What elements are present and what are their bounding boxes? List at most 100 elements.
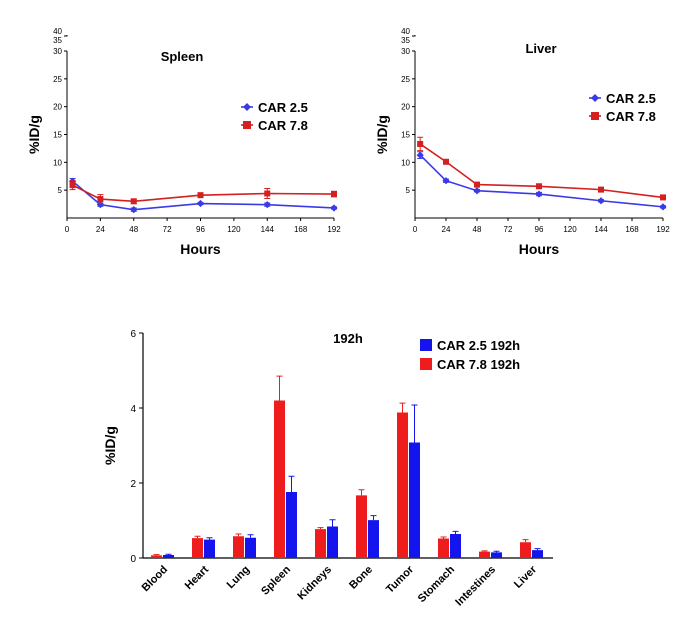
x-tick-label: 0: [65, 225, 70, 234]
y-tick-label: 25: [401, 75, 410, 84]
bar: [151, 555, 162, 558]
y-axis-title: %ID/g: [26, 115, 42, 154]
data-point: [197, 192, 204, 199]
category-label: Kidneys: [295, 564, 334, 603]
bar: [245, 537, 256, 558]
bar: [163, 555, 174, 558]
category-label: Intestines: [453, 564, 498, 609]
legend-marker: [591, 94, 599, 102]
legend-entry: CAR 7.8 192h: [420, 357, 520, 372]
data-point: [263, 201, 271, 209]
bar: [315, 529, 326, 558]
y-tick-label: 15: [53, 131, 62, 140]
y-tick-label: 35: [401, 36, 410, 45]
bar: [450, 534, 461, 558]
y-tick-label: 20: [401, 103, 410, 112]
x-tick-label: 120: [227, 225, 241, 234]
x-tick-label: 96: [196, 225, 205, 234]
y-axis-title: %ID/g: [102, 426, 118, 465]
y-tick-label: 6: [130, 329, 136, 340]
y-tick-label: 30: [53, 47, 62, 56]
series-2: [69, 180, 337, 205]
x-axis-title: Hours: [180, 241, 221, 257]
series-line: [72, 184, 335, 203]
y-tick-label: 10: [401, 158, 410, 167]
data-point: [417, 140, 424, 147]
bar: [233, 536, 244, 558]
y-axis-break: [412, 35, 416, 37]
x-tick-label: 96: [535, 225, 544, 234]
legend-label: CAR 2.5: [258, 100, 308, 115]
data-point: [443, 158, 449, 165]
category-label: Liver: [512, 563, 540, 591]
data-point: [416, 151, 424, 159]
y-tick-label: 15: [401, 131, 410, 140]
category-label: Blood: [140, 564, 171, 595]
data-point: [69, 182, 76, 189]
series-line: [72, 180, 335, 211]
x-axis-title: Hours: [519, 241, 560, 257]
bar: [520, 542, 531, 558]
x-tick-label: 48: [473, 225, 482, 234]
legend-label: CAR 2.5 192h: [437, 338, 520, 353]
data-point: [473, 187, 481, 195]
bar: [479, 551, 490, 558]
bar: [192, 538, 203, 558]
legend-entry: CAR 7.8: [589, 109, 656, 124]
x-tick-label: 24: [442, 225, 451, 234]
x-tick-label: 168: [294, 225, 308, 234]
legend-entry: CAR 2.5 192h: [420, 338, 520, 353]
y-tick-label: 40: [53, 27, 62, 36]
chart-title: Liver: [525, 41, 556, 56]
data-point: [330, 204, 338, 212]
data-point: [660, 194, 666, 201]
data-point: [442, 177, 450, 185]
y-tick-label: 40: [401, 27, 410, 36]
bar: [438, 538, 449, 558]
legend-swatch: [420, 358, 432, 370]
chart-title: 192h: [333, 331, 363, 346]
data-point: [536, 183, 542, 190]
bar: [409, 442, 420, 558]
data-point: [97, 196, 104, 203]
bar: [274, 400, 285, 558]
category-label: Lung: [225, 564, 252, 591]
data-point: [96, 201, 104, 209]
x-tick-label: 0: [413, 225, 418, 234]
x-tick-label: 72: [504, 225, 513, 234]
data-point: [130, 206, 138, 214]
data-point: [659, 203, 667, 211]
bar: [327, 526, 338, 558]
series-1: [416, 151, 667, 211]
x-tick-label: 120: [563, 225, 577, 234]
data-point: [331, 191, 337, 198]
legend-label: CAR 2.5: [606, 91, 656, 106]
x-tick-label: 48: [129, 225, 138, 234]
y-tick-label: 5: [406, 186, 411, 195]
data-point: [130, 198, 137, 205]
data-point: [598, 186, 604, 193]
category-label: Stomach: [416, 563, 458, 605]
y-tick-label: 2: [130, 479, 136, 490]
legend-marker: [591, 112, 599, 120]
legend-marker: [243, 121, 251, 129]
legend-label: CAR 7.8: [258, 118, 308, 133]
bar: [397, 412, 408, 558]
chart-title: Spleen: [161, 49, 204, 64]
bar: [204, 539, 215, 558]
x-tick-label: 168: [625, 225, 639, 234]
y-tick-label: 10: [53, 158, 62, 167]
legend-marker: [243, 103, 251, 111]
y-axis-break: [64, 35, 68, 37]
category-label: Heart: [183, 563, 212, 592]
x-tick-label: 24: [96, 225, 105, 234]
series-line: [419, 154, 664, 208]
data-point: [535, 190, 543, 198]
y-tick-label: 4: [130, 404, 136, 415]
category-label: Bone: [347, 564, 375, 592]
legend-label: CAR 7.8: [606, 109, 656, 124]
category-label: Tumor: [384, 563, 417, 596]
